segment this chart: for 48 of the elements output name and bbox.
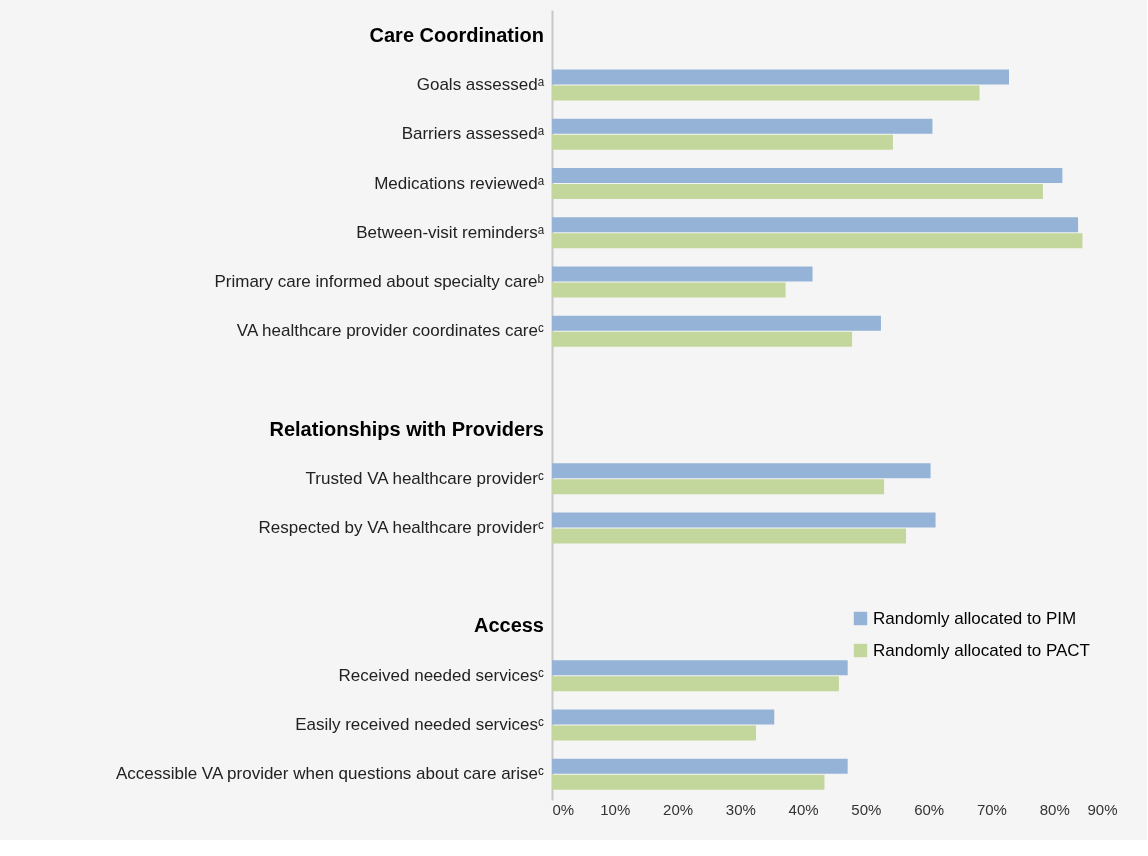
bar xyxy=(552,512,936,528)
y-tick-label: Goals assessedᵃ xyxy=(416,75,545,95)
bar xyxy=(552,479,885,495)
bar xyxy=(552,69,1010,85)
y-tick-label: Respected by VA healthcare providerᶜ xyxy=(258,518,544,538)
x-tick-label: 60% xyxy=(914,800,945,818)
y-tick-label: VA healthcare provider coordinates careᶜ xyxy=(236,321,544,341)
bar xyxy=(552,676,839,692)
x-tick-label: 50% xyxy=(851,800,882,818)
bar xyxy=(552,184,1043,199)
x-tick-label: 80% xyxy=(1039,800,1070,818)
bar xyxy=(552,168,1063,184)
bar xyxy=(552,758,848,774)
bar xyxy=(552,266,813,282)
legend-label: Randomly allocated to PIM xyxy=(873,608,1077,628)
y-tick-label: Easily received needed servicesᶜ xyxy=(295,714,544,734)
y-tick-label: Primary care informed about specialty careᵇ xyxy=(214,271,544,291)
y-tick-label: Relationships with Providers xyxy=(269,417,544,440)
bar xyxy=(552,709,775,725)
bar xyxy=(552,463,931,479)
bar xyxy=(552,725,757,741)
y-tick-label: Care Coordination xyxy=(369,23,544,46)
bar xyxy=(552,331,853,347)
y-tick-label: Access xyxy=(473,614,544,637)
bar xyxy=(552,233,1083,249)
bar xyxy=(552,85,980,101)
x-tick-label: 10% xyxy=(600,800,631,818)
bar xyxy=(552,315,881,331)
bar xyxy=(552,134,893,150)
x-tick-label: 90% xyxy=(1087,800,1118,818)
legend-label: Randomly allocated to PACT xyxy=(873,640,1091,660)
bar xyxy=(552,528,907,544)
bar xyxy=(552,774,825,790)
bar xyxy=(552,217,1079,233)
y-tick-label: Barriers assessedᵃ xyxy=(401,124,545,144)
bar xyxy=(552,660,848,676)
x-tick-label: 0% xyxy=(552,800,575,818)
bar xyxy=(552,282,786,298)
y-tick-label: Trusted VA healthcare providerᶜ xyxy=(305,468,544,488)
x-tick-label: 30% xyxy=(725,800,756,818)
x-tick-label: 40% xyxy=(788,800,819,818)
x-tick-label: 70% xyxy=(976,800,1007,818)
y-tick-label: Medications reviewedᵃ xyxy=(374,173,545,193)
x-tick-label: 20% xyxy=(663,800,694,818)
bar xyxy=(552,118,933,134)
y-tick-label: Accessible VA provider when questions about care ariseᶜ xyxy=(115,764,544,784)
y-tick-label: Received needed servicesᶜ xyxy=(338,665,544,685)
y-tick-label: Between-visit remindersᵃ xyxy=(356,222,545,242)
